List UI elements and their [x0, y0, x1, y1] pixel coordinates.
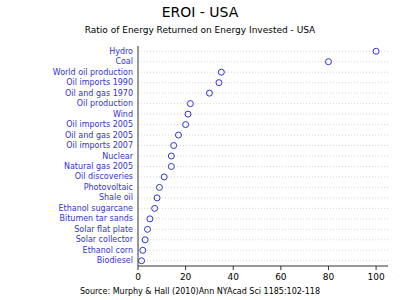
- category-label: Wind: [113, 110, 133, 119]
- grid-line: [138, 103, 388, 104]
- title: EROI - USA: [162, 4, 239, 20]
- grid-line: [138, 145, 388, 146]
- grid-line: [138, 197, 388, 198]
- points: [139, 48, 380, 264]
- point: [185, 111, 191, 117]
- grid-line: [138, 176, 388, 177]
- grid-line: [138, 229, 388, 230]
- point: [147, 216, 153, 222]
- tick-label: 20: [180, 272, 192, 282]
- point: [187, 101, 193, 107]
- tick-mark: [328, 266, 329, 270]
- point: [156, 184, 162, 190]
- y-axis: [138, 46, 139, 266]
- tick-label: 0: [135, 272, 141, 282]
- grid-line: [138, 260, 388, 261]
- grid-line: [138, 239, 388, 240]
- category-label: Photovoltaic: [84, 183, 133, 192]
- category-label: Oil production: [77, 99, 133, 108]
- point: [168, 163, 174, 169]
- grid-line: [138, 72, 388, 73]
- category-label: Oil and gas 2005: [65, 131, 133, 140]
- category-label: Ethanol sugarcane: [58, 204, 133, 213]
- category-label: Natural gas 2005: [64, 162, 133, 171]
- tick-mark: [376, 266, 377, 270]
- point: [145, 226, 151, 232]
- tick-label: 60: [275, 272, 287, 282]
- point: [216, 80, 222, 86]
- point: [373, 48, 379, 54]
- subtitle: Ratio of Energy Returned on Energy Inves…: [85, 25, 316, 35]
- point: [139, 258, 145, 264]
- x-ticks: 0 20 40 60 80 100: [135, 266, 385, 282]
- category-label: Solar collector: [76, 235, 134, 244]
- category-label: Oil and gas 1970: [65, 89, 133, 98]
- grid-line: [138, 156, 388, 157]
- tick-mark: [233, 266, 234, 270]
- category-label: Coal: [115, 57, 133, 66]
- category-labels: HydroCoalWorld oil productionOil imports…: [53, 47, 134, 266]
- grid-line: [138, 51, 388, 52]
- point: [140, 247, 146, 253]
- point: [171, 143, 177, 149]
- category-label: Hydro: [109, 47, 133, 56]
- point: [154, 195, 160, 201]
- point: [325, 59, 331, 65]
- tick-mark: [280, 266, 281, 270]
- source: Source: Murphy & Hall (2010)Ann NYAcad S…: [80, 287, 320, 296]
- point: [183, 122, 189, 128]
- category-label: World oil production: [53, 68, 133, 77]
- grid-line: [138, 124, 388, 125]
- grid-line: [138, 166, 388, 167]
- grid-line: [138, 61, 388, 62]
- tick-mark: [185, 266, 186, 270]
- x-axis: [138, 266, 388, 267]
- point: [161, 174, 167, 180]
- grid-line: [138, 187, 388, 188]
- grid: [138, 51, 388, 261]
- category-label: Oil imports 2005: [66, 120, 133, 129]
- category-label: Solar flat plate: [74, 225, 133, 234]
- category-label: Bitumen tar sands: [59, 214, 133, 223]
- category-label: Oil imports 1990: [66, 78, 133, 87]
- chart: EROI - USA Ratio of Energy Returned on En…: [0, 0, 400, 300]
- grid-line: [138, 208, 388, 209]
- point: [142, 237, 148, 243]
- grid-line: [138, 250, 388, 251]
- point: [152, 205, 158, 211]
- tick-mark: [138, 266, 139, 270]
- point: [218, 69, 224, 75]
- grid-line: [138, 114, 388, 115]
- category-label: Biodiesel: [97, 256, 133, 265]
- point: [175, 132, 181, 138]
- category-label: Ethanol corn: [83, 246, 133, 255]
- grid-line: [138, 218, 388, 219]
- grid-line: [138, 93, 388, 94]
- point: [206, 90, 212, 96]
- grid-line: [138, 82, 388, 83]
- category-label: Oil imports 2007: [66, 141, 133, 150]
- tick-label: 100: [368, 272, 385, 282]
- category-label: Nuclear: [102, 152, 134, 161]
- tick-label: 40: [228, 272, 240, 282]
- category-label: Oil discoveries: [75, 172, 133, 181]
- category-label: Shale oil: [99, 193, 133, 202]
- tick-label: 80: [323, 272, 335, 282]
- point: [168, 153, 174, 159]
